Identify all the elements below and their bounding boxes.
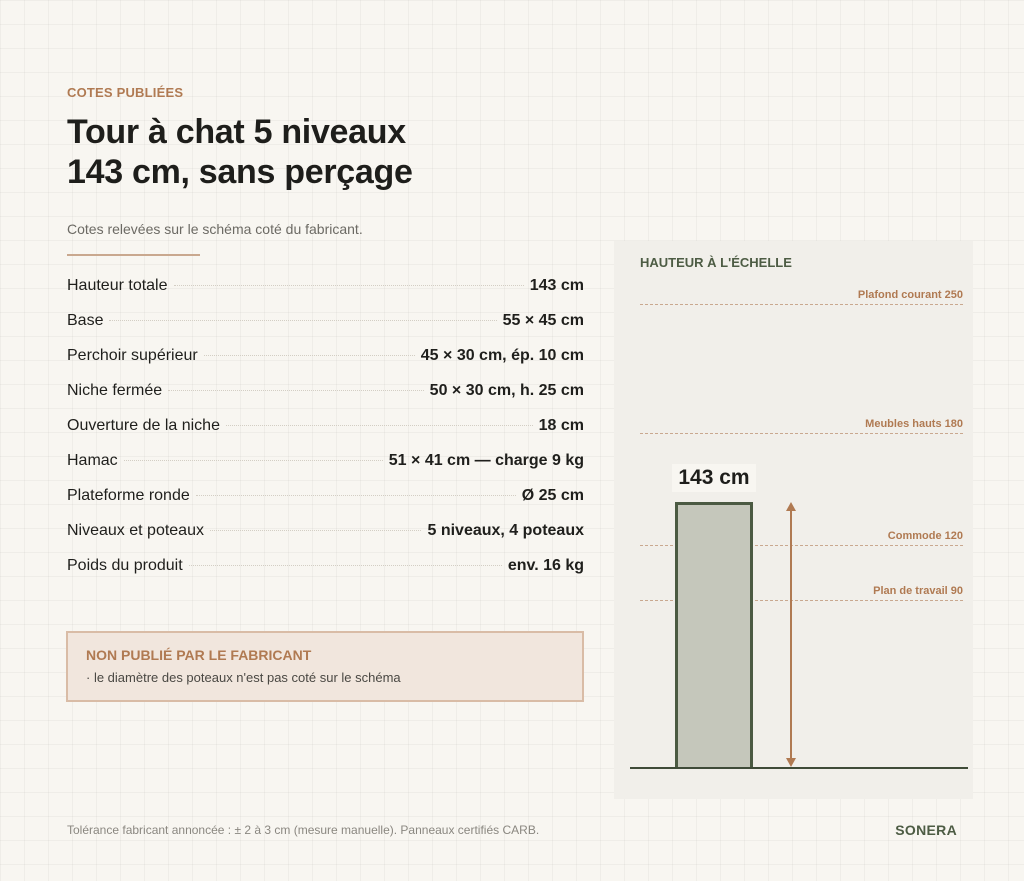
dot-leader bbox=[195, 495, 516, 496]
eyebrow-label: COTES PUBLIÉES bbox=[67, 85, 184, 100]
spec-value: Ø 25 cm bbox=[521, 487, 584, 504]
spec-label: Hauteur totale bbox=[67, 277, 168, 294]
dot-leader bbox=[203, 355, 415, 356]
dot-leader bbox=[173, 285, 524, 286]
reference-line bbox=[640, 544, 963, 546]
unpublished-notice: NON PUBLIÉ PAR LE FABRICANT · le diamètr… bbox=[66, 631, 584, 702]
spec-label: Ouverture de la niche bbox=[67, 417, 220, 434]
spec-value: 5 niveaux, 4 poteaux bbox=[427, 522, 584, 539]
dot-leader bbox=[168, 390, 424, 391]
spec-label: Niche fermée bbox=[67, 382, 163, 399]
spec-row-round-platform: Plateforme ronde Ø 25 cm bbox=[67, 487, 584, 522]
dot-leader bbox=[188, 565, 502, 566]
scale-panel-title: HAUTEUR À L'ÉCHELLE bbox=[640, 255, 792, 270]
spec-label: Base bbox=[67, 312, 104, 329]
reference-line bbox=[640, 303, 963, 305]
page-subtitle: Cotes relevées sur le schéma coté du fab… bbox=[67, 221, 363, 237]
dimension-arrow bbox=[790, 504, 792, 765]
spec-value: 51 × 41 cm — charge 9 kg bbox=[388, 452, 584, 469]
page-title-line-2: 143 cm, sans perçage bbox=[67, 153, 413, 191]
spec-value: 143 cm bbox=[529, 277, 584, 294]
brand-logo: SONERA bbox=[895, 822, 957, 838]
spec-row-total-height: Hauteur totale 143 cm bbox=[67, 277, 584, 312]
spec-row-hammock: Hamac 51 × 41 cm — charge 9 kg bbox=[67, 452, 584, 487]
notice-title: NON PUBLIÉ PAR LE FABRICANT bbox=[86, 647, 312, 663]
reference-label: Commode 120 bbox=[887, 529, 963, 542]
spec-row-niche-opening: Ouverture de la niche 18 cm bbox=[67, 417, 584, 452]
title-divider bbox=[67, 254, 200, 256]
product-height-label: 143 cm bbox=[672, 464, 756, 493]
dot-leader bbox=[109, 320, 497, 321]
dot-leader bbox=[209, 530, 422, 531]
reference-line bbox=[640, 600, 963, 602]
reference-line bbox=[640, 433, 963, 435]
ground-line bbox=[630, 767, 968, 769]
dot-leader bbox=[225, 425, 533, 426]
spec-row-weight: Poids du produit env. 16 kg bbox=[67, 557, 584, 592]
reference-label: Plan de travail 90 bbox=[873, 585, 963, 598]
arrow-down-icon bbox=[786, 758, 796, 767]
spec-list: Hauteur totale 143 cm Base 55 × 45 cm Pe… bbox=[67, 277, 584, 592]
scale-panel bbox=[614, 241, 973, 799]
arrow-up-icon bbox=[786, 502, 796, 512]
spec-label: Niveaux et poteaux bbox=[67, 522, 204, 539]
spec-row-base: Base 55 × 45 cm bbox=[67, 312, 584, 347]
dot-leader bbox=[123, 460, 383, 461]
reference-label: Meubles hauts 180 bbox=[865, 418, 963, 431]
spec-row-levels-posts: Niveaux et poteaux 5 niveaux, 4 poteaux bbox=[67, 522, 584, 557]
spec-label: Hamac bbox=[67, 452, 118, 469]
spec-value: 18 cm bbox=[538, 417, 584, 434]
product-height-bar bbox=[675, 502, 753, 767]
spec-label: Plateforme ronde bbox=[67, 487, 190, 504]
reference-label: Plafond courant 250 bbox=[857, 288, 963, 301]
footer-note: Tolérance fabricant annoncée : ± 2 à 3 c… bbox=[67, 823, 540, 837]
spec-value: 45 × 30 cm, ép. 10 cm bbox=[420, 347, 584, 364]
notice-text: · le diamètre des poteaux n'est pas coté… bbox=[86, 670, 401, 685]
page-title-line-1: Tour à chat 5 niveaux bbox=[67, 113, 406, 151]
spec-value: 55 × 45 cm bbox=[502, 312, 584, 329]
page-title: Tour à chat 5 niveaux 143 cm, sans perça… bbox=[67, 112, 587, 192]
spec-label: Perchoir supérieur bbox=[67, 347, 198, 364]
spec-value: env. 16 kg bbox=[507, 557, 584, 574]
spec-row-top-perch: Perchoir supérieur 45 × 30 cm, ép. 10 cm bbox=[67, 347, 584, 382]
spec-label: Poids du produit bbox=[67, 557, 183, 574]
spec-row-closed-niche: Niche fermée 50 × 30 cm, h. 25 cm bbox=[67, 382, 584, 417]
spec-value: 50 × 30 cm, h. 25 cm bbox=[429, 382, 584, 399]
